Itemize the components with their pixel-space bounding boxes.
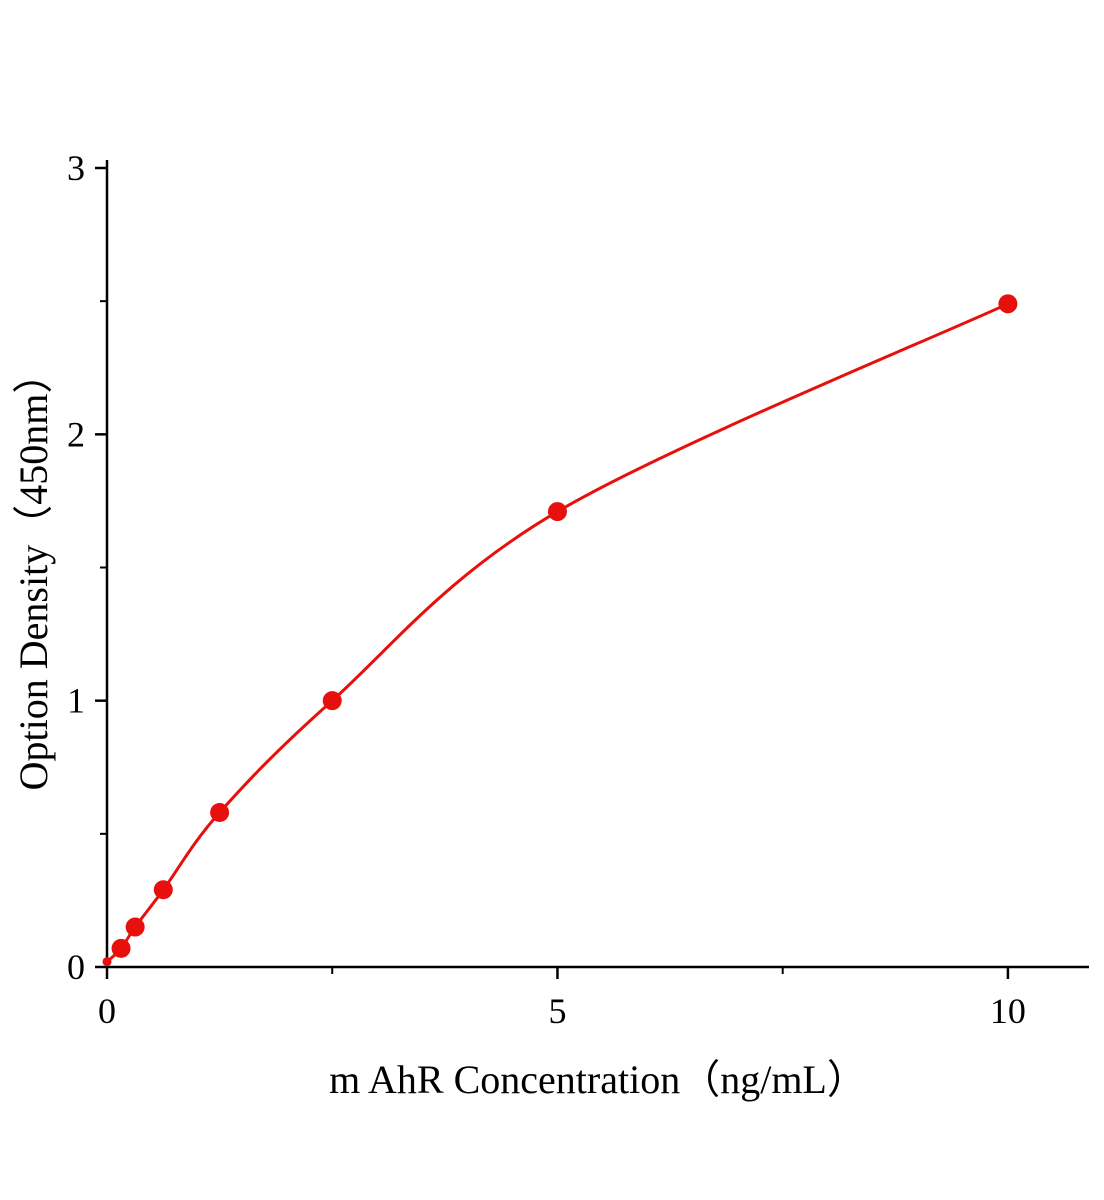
y-tick-label: 3 <box>67 148 85 188</box>
data-point <box>153 880 173 900</box>
data-point <box>998 294 1018 314</box>
data-point <box>111 938 131 958</box>
data-point <box>547 502 567 522</box>
data-point <box>322 691 342 711</box>
data-point <box>102 957 112 967</box>
x-tick-label: 5 <box>548 991 566 1031</box>
y-axis-label: Option Density（450nm） <box>11 353 56 791</box>
y-tick-label: 1 <box>67 681 85 721</box>
data-point <box>125 917 145 937</box>
y-tick-label: 2 <box>67 414 85 454</box>
x-tick-label: 0 <box>98 991 116 1031</box>
x-axis-label: m AhR Concentration（ng/mL） <box>329 1057 867 1102</box>
data-point <box>210 803 230 823</box>
standard-curve-line <box>105 302 1010 964</box>
y-tick-label: 0 <box>67 947 85 987</box>
x-tick-label: 10 <box>990 991 1026 1031</box>
